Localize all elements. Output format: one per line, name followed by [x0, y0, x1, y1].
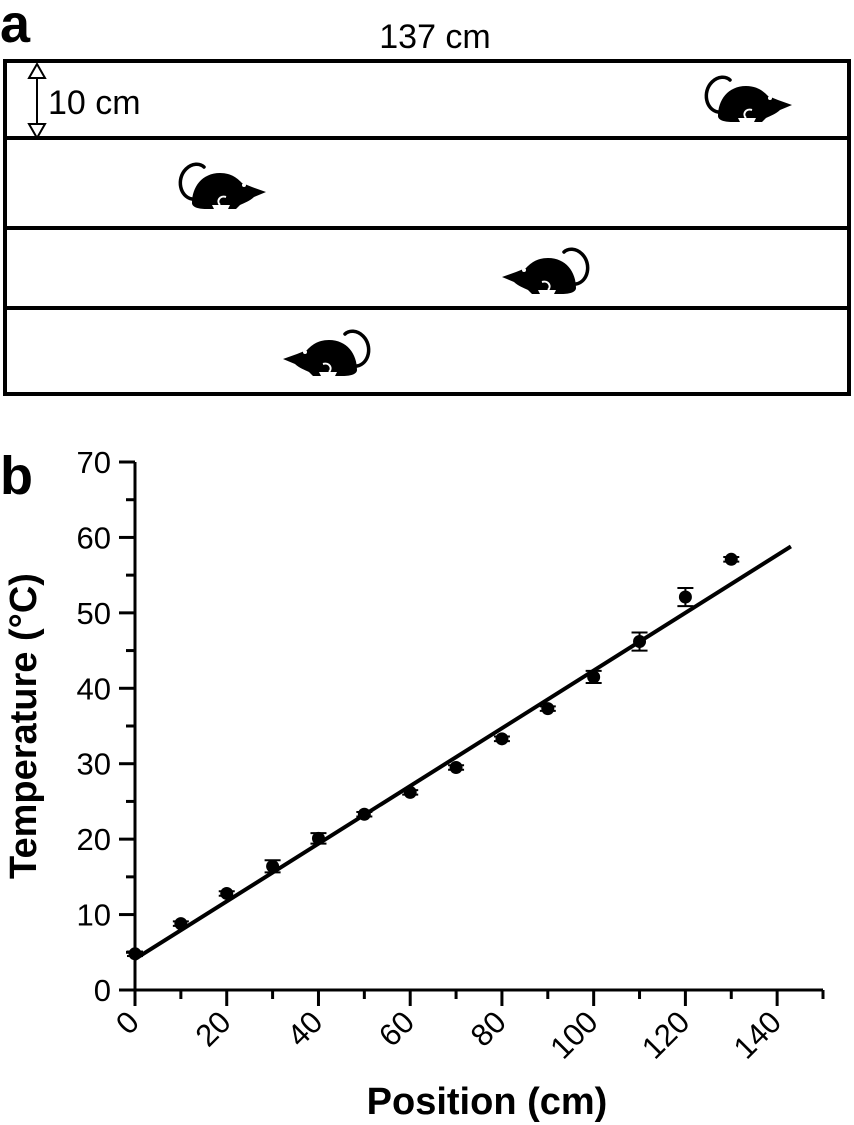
data-point-group — [402, 785, 419, 799]
x-tick-label: 80 — [464, 1004, 513, 1053]
x-tick-label: 60 — [372, 1004, 421, 1053]
data-point — [174, 917, 188, 931]
data-point-group — [539, 702, 556, 716]
data-point — [220, 886, 234, 900]
data-point — [128, 947, 142, 961]
y-tick-label: 30 — [77, 747, 111, 782]
mouse-icon — [178, 162, 268, 211]
data-point-group — [218, 886, 235, 900]
y-tick-label: 20 — [77, 822, 111, 857]
mouse-icon — [704, 75, 794, 124]
x-tick-label: 100 — [543, 1004, 604, 1065]
data-point — [266, 859, 280, 873]
data-point-group — [631, 631, 648, 652]
arrow-up-icon — [27, 61, 47, 79]
data-point-group — [356, 807, 373, 821]
data-point — [724, 552, 738, 566]
data-point — [449, 760, 463, 774]
data-point — [633, 635, 647, 649]
x-tick-label: 120 — [635, 1004, 696, 1065]
data-point — [403, 785, 417, 799]
x-axis-title: Position (cm) — [367, 1081, 608, 1123]
data-point — [678, 590, 692, 604]
data-point — [357, 807, 371, 821]
panel-b-label: b — [0, 446, 33, 506]
y-axis: 0 10 20 30 40 50 60 70 — [77, 445, 137, 1008]
y-tick-label: 0 — [94, 973, 111, 1008]
x-tick-label: 20 — [189, 1004, 238, 1053]
data-point-group — [127, 947, 143, 961]
data-point-group — [493, 732, 510, 746]
mouse-icon — [281, 329, 371, 378]
fit-line — [133, 544, 792, 961]
track-lanes — [3, 59, 851, 396]
temperature-chart: 0 10 20 30 40 50 60 70 0 20 40 60 80 100 120 140 — [77, 445, 825, 1066]
track-width-label: 137 cm — [379, 18, 491, 56]
x-tick-label: 40 — [280, 1004, 329, 1053]
mouse-icon — [500, 247, 590, 296]
data-point-group — [172, 917, 189, 931]
data-point — [541, 702, 555, 716]
data-point-group — [677, 586, 694, 608]
panel-a-label: a — [0, 0, 31, 54]
y-axis-title: Temperature (°C) — [3, 573, 45, 879]
x-axis: 0 20 40 60 80 100 120 140 — [109, 988, 825, 1066]
y-tick-label: 10 — [77, 898, 111, 933]
x-tick-label: 0 — [109, 1004, 146, 1041]
x-tick-label: 140 — [727, 1004, 788, 1065]
data-point — [311, 831, 325, 845]
lane-height-indicator — [27, 61, 47, 141]
data-point-group — [585, 669, 602, 685]
y-tick-label: 50 — [77, 596, 111, 631]
y-tick-label: 70 — [77, 445, 111, 480]
y-tick-label: 60 — [77, 520, 111, 555]
data-point-group — [723, 552, 740, 566]
data-point-group — [448, 760, 465, 774]
plot-area — [127, 544, 792, 961]
data-point-group — [310, 831, 327, 845]
data-point — [495, 732, 509, 746]
data-point-group — [264, 859, 281, 874]
data-point — [587, 670, 601, 684]
y-tick-label: 40 — [77, 671, 111, 706]
arrow-down-icon — [27, 123, 47, 141]
lane-height-label: 10 cm — [48, 84, 141, 122]
